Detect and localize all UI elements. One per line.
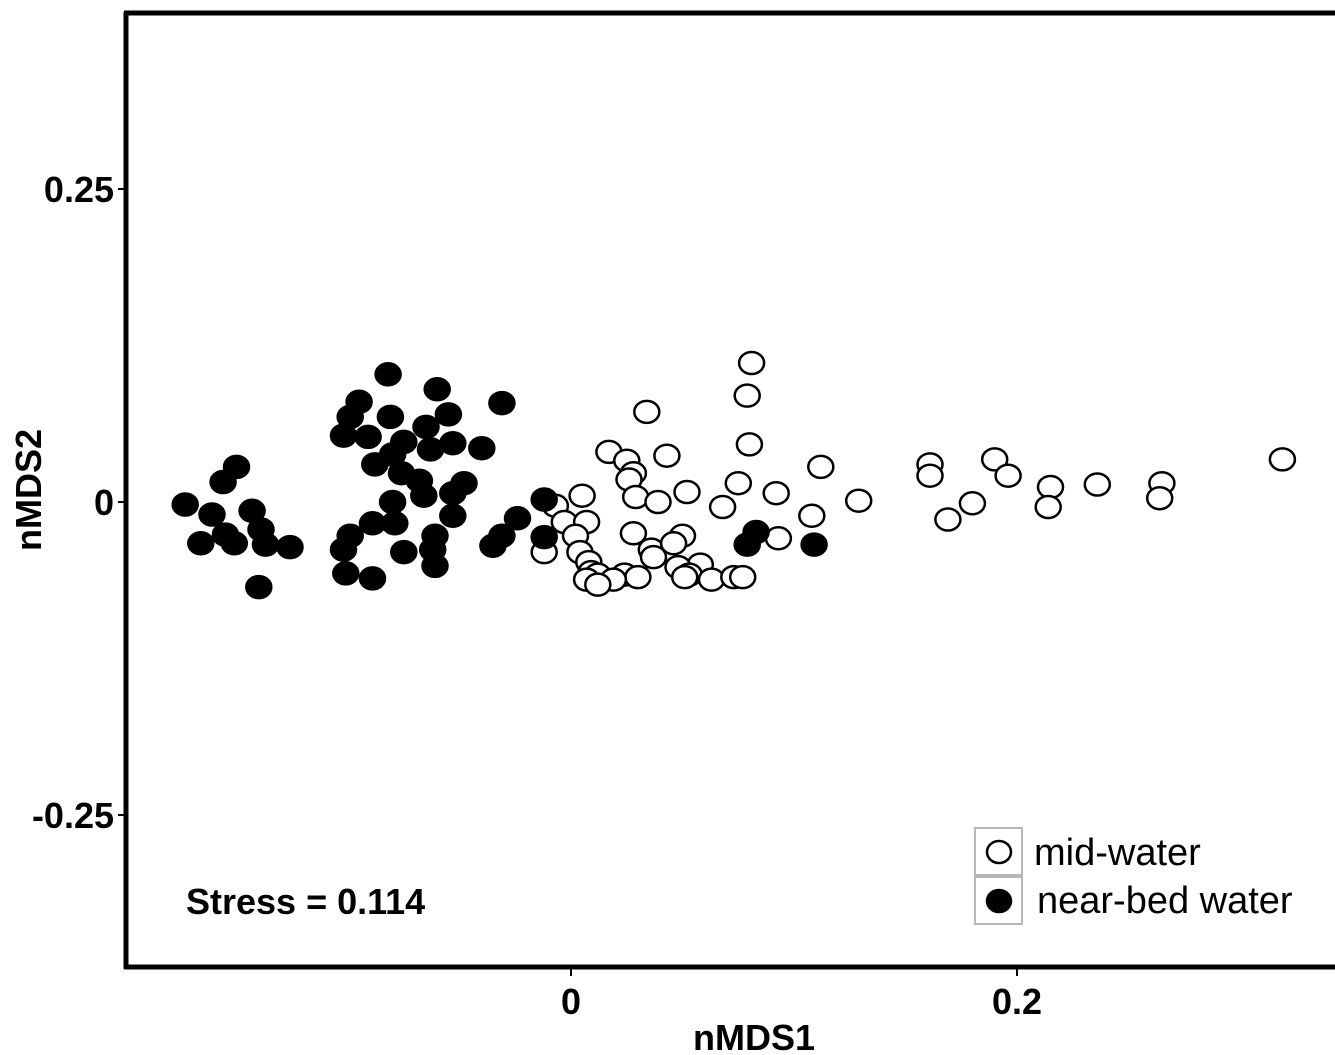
legend-label-mid-water: mid-water <box>1034 832 1201 874</box>
mid-water-point-10 <box>724 470 753 496</box>
near-bed-point-38 <box>220 531 249 556</box>
mid-water-point-15 <box>644 489 672 515</box>
near-bed-point-37 <box>251 532 280 557</box>
mid-water-point-49 <box>994 463 1022 488</box>
near-bed-point-44 <box>187 531 215 556</box>
near-bed-point-31 <box>381 511 409 536</box>
near-bed-point-39 <box>276 534 304 560</box>
mid-water-point-14 <box>568 483 596 508</box>
mid-water-point-57 <box>1268 447 1297 472</box>
mid-water-point-1 <box>733 383 761 408</box>
near-bed-point-49 <box>332 561 360 586</box>
near-bed-point-29 <box>530 487 558 512</box>
points-layer <box>171 350 1297 600</box>
mid-water-point-18 <box>798 503 826 529</box>
x-tick-label-1: 0.2 <box>992 981 1042 1022</box>
mid-water-point-53 <box>1034 494 1062 520</box>
near-bed-point-7 <box>412 414 440 440</box>
mid-water-point-0 <box>737 350 766 376</box>
legend-label-near-bed: near-bed water <box>1037 880 1293 922</box>
mid-water-point-16 <box>708 494 737 520</box>
near-bed-point-41 <box>390 539 418 565</box>
legend: mid-water near-bed water <box>974 827 1293 925</box>
mid-water-point-12 <box>762 480 790 506</box>
mid-water-point-47 <box>916 463 944 488</box>
mid-water-point-27 <box>659 531 688 556</box>
mid-water-point-9 <box>807 454 835 480</box>
near-bed-point-20 <box>410 483 438 508</box>
mid-water-point-38 <box>670 564 699 590</box>
mid-water-point-44 <box>584 572 612 597</box>
legend-key-box-near-bed <box>974 876 1023 925</box>
near-bed-point-26 <box>198 502 226 527</box>
stress-annotation: Stress = 0.114 <box>186 881 425 922</box>
near-bed-point-8 <box>329 423 358 448</box>
mid-water-point-48 <box>980 447 1009 472</box>
mid-water-point-3 <box>735 432 764 457</box>
near-bed-point-48 <box>800 532 828 557</box>
near-bed-point-24 <box>171 492 199 517</box>
y-axis-title: nMDS2 <box>8 429 49 551</box>
near-bed-point-1 <box>488 390 516 416</box>
mid-water-point-22 <box>619 521 648 546</box>
near-bed-point-0 <box>374 362 402 387</box>
mid-water-point-51 <box>958 491 987 516</box>
x-axis-title: nMDS1 <box>693 1017 815 1055</box>
near-bed-point-40 <box>329 537 358 562</box>
mid-water-point-13 <box>621 484 650 510</box>
near-bed-point-5 <box>376 404 405 430</box>
legend-marker-mid-water <box>985 839 1013 865</box>
mid-water-point-39 <box>697 567 726 592</box>
mid-water-point-52 <box>1036 474 1065 500</box>
y-tick-label-1: 0 <box>94 482 114 523</box>
mid-water-point-50 <box>934 507 962 532</box>
mid-water-point-56 <box>1145 485 1174 511</box>
near-bed-point-28 <box>503 506 532 531</box>
near-bed-point-21 <box>378 489 407 515</box>
mid-water-point-29 <box>639 544 668 570</box>
near-bed-point-50 <box>358 566 387 591</box>
near-bed-point-9 <box>354 424 382 450</box>
y-tick-label-2: -0.25 <box>32 795 114 836</box>
near-bed-point-23 <box>209 469 237 495</box>
near-bed-point-14 <box>416 437 445 462</box>
legend-marker-near-bed <box>985 888 1013 914</box>
near-bed-point-19 <box>439 480 467 506</box>
ticks-layer: 0 0.2 0.25 0 -0.25 <box>32 169 1042 1022</box>
near-bed-point-47 <box>733 532 761 557</box>
near-bed-point-51 <box>421 553 449 579</box>
mid-water-point-37 <box>624 564 652 590</box>
near-bed-point-6 <box>434 402 463 427</box>
near-bed-point-2 <box>423 377 451 402</box>
y-tick-label-0: 0.25 <box>44 169 114 210</box>
mid-water-point-11 <box>673 479 701 505</box>
mid-water-point-2 <box>633 399 661 425</box>
x-tick-label-0: 0 <box>561 981 581 1022</box>
near-bed-point-13 <box>468 435 496 461</box>
mid-water-point-43 <box>728 564 757 590</box>
mid-water-point-5 <box>653 443 681 468</box>
mid-water-point-54 <box>1083 472 1112 497</box>
mid-water-point-45 <box>844 488 873 513</box>
near-bed-point-52 <box>245 574 273 600</box>
near-bed-point-45 <box>530 524 558 550</box>
near-bed-point-15 <box>361 452 389 477</box>
near-bed-point-27 <box>439 503 467 529</box>
near-bed-point-43 <box>479 533 507 559</box>
